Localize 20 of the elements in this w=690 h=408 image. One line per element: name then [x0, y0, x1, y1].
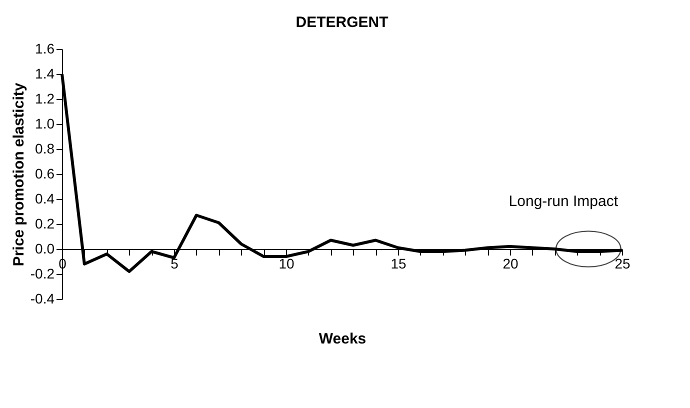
y-tick-label: 0.2	[35, 216, 55, 232]
y-tick-label: -0.4	[30, 290, 55, 306]
y-tick-label: 0.0	[35, 240, 55, 256]
y-tick-label: 0.8	[35, 140, 55, 156]
y-axis-title: Price promotion elasticity	[10, 82, 28, 266]
chart-title: DETERGENT	[296, 14, 388, 31]
y-tick-label: 0.4	[35, 190, 55, 206]
annotation: Long-run Impact	[508, 193, 619, 210]
x-tick-label: 10	[278, 256, 294, 272]
y-tick-label: 1.2	[35, 90, 55, 106]
y-tick-label: 1.4	[35, 66, 55, 82]
x-tick-label: 20	[502, 256, 518, 272]
y-tick-label: -0.2	[30, 266, 55, 282]
y-tick-label: 0.6	[35, 166, 55, 182]
y-tick-label: 1.6	[35, 40, 55, 56]
x-tick-label: 5	[170, 256, 179, 272]
y-tick-label: 1.0	[35, 116, 55, 132]
x-tick-label: 25	[614, 256, 630, 272]
x-tick-label: 15	[390, 256, 406, 272]
x-axis-title: Weeks	[318, 330, 366, 348]
